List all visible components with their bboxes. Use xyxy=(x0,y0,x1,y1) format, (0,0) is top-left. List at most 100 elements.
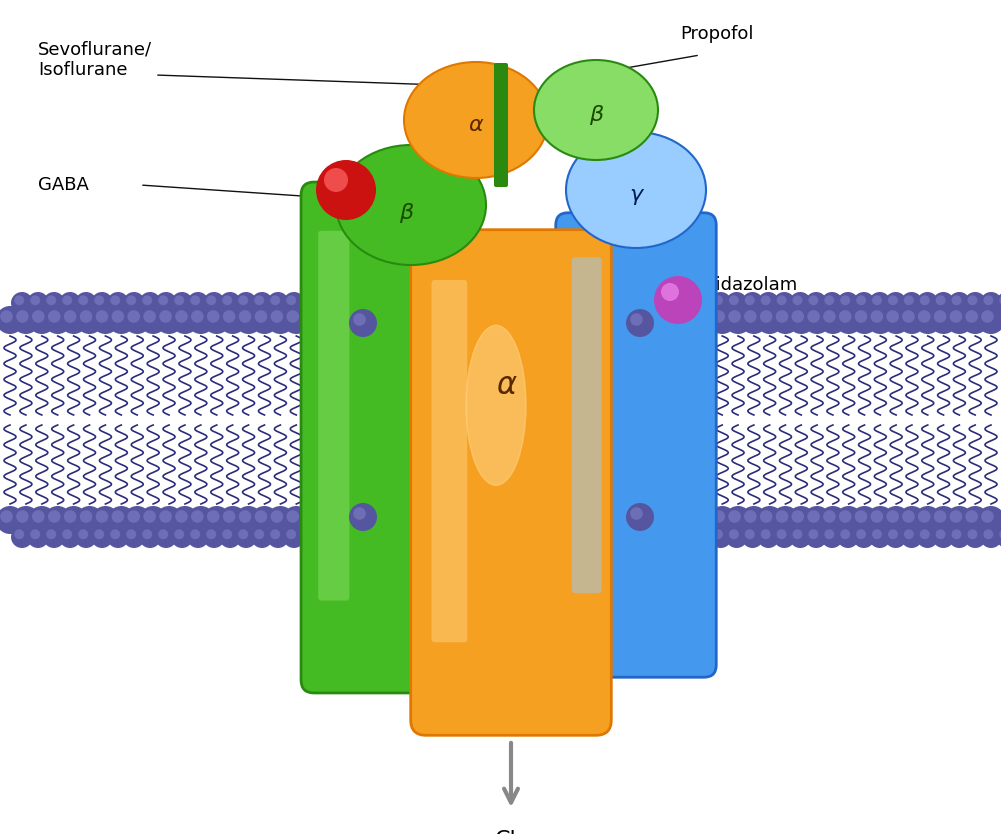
Circle shape xyxy=(932,526,954,548)
Circle shape xyxy=(282,306,310,334)
Text: Midazolam: Midazolam xyxy=(700,276,797,294)
Circle shape xyxy=(885,292,907,314)
Circle shape xyxy=(350,295,360,305)
Circle shape xyxy=(75,306,103,334)
Circle shape xyxy=(726,526,748,548)
Circle shape xyxy=(740,506,768,534)
Circle shape xyxy=(330,306,358,334)
Circle shape xyxy=(238,530,248,540)
Circle shape xyxy=(837,526,859,548)
Circle shape xyxy=(661,506,689,534)
Circle shape xyxy=(742,526,764,548)
Circle shape xyxy=(697,510,710,523)
Circle shape xyxy=(187,506,215,534)
Circle shape xyxy=(901,292,923,314)
Circle shape xyxy=(12,506,40,534)
Circle shape xyxy=(851,506,879,534)
Circle shape xyxy=(16,310,29,323)
Circle shape xyxy=(143,310,156,323)
Circle shape xyxy=(839,310,852,323)
Circle shape xyxy=(645,506,673,534)
Circle shape xyxy=(143,510,156,523)
Circle shape xyxy=(855,310,867,323)
Circle shape xyxy=(298,506,326,534)
Circle shape xyxy=(945,306,973,334)
Circle shape xyxy=(821,526,843,548)
Circle shape xyxy=(203,306,231,334)
Circle shape xyxy=(286,295,296,305)
Circle shape xyxy=(851,306,879,334)
Text: β: β xyxy=(589,105,604,125)
Circle shape xyxy=(934,310,946,323)
Circle shape xyxy=(677,506,705,534)
Circle shape xyxy=(349,309,377,337)
Circle shape xyxy=(171,306,199,334)
Circle shape xyxy=(661,306,689,334)
Circle shape xyxy=(930,306,958,334)
Circle shape xyxy=(59,292,81,314)
FancyBboxPatch shape xyxy=(410,229,612,736)
Circle shape xyxy=(886,510,899,523)
Circle shape xyxy=(835,306,863,334)
Circle shape xyxy=(302,510,315,523)
Circle shape xyxy=(235,292,257,314)
Circle shape xyxy=(825,530,834,540)
Circle shape xyxy=(809,530,819,540)
Circle shape xyxy=(171,292,193,314)
Circle shape xyxy=(254,510,267,523)
Circle shape xyxy=(270,295,280,305)
Circle shape xyxy=(793,295,803,305)
Circle shape xyxy=(999,295,1001,305)
Circle shape xyxy=(980,292,1001,314)
Circle shape xyxy=(155,292,177,314)
Circle shape xyxy=(917,526,939,548)
Circle shape xyxy=(222,530,232,540)
Circle shape xyxy=(898,506,926,534)
Circle shape xyxy=(270,310,283,323)
Circle shape xyxy=(902,510,915,523)
Circle shape xyxy=(729,530,739,540)
Circle shape xyxy=(330,506,358,534)
Circle shape xyxy=(805,292,827,314)
Circle shape xyxy=(914,306,942,334)
Circle shape xyxy=(682,530,691,540)
Circle shape xyxy=(981,510,994,523)
Circle shape xyxy=(961,306,989,334)
FancyBboxPatch shape xyxy=(556,213,717,677)
Circle shape xyxy=(776,510,788,523)
Circle shape xyxy=(91,292,113,314)
Circle shape xyxy=(677,306,705,334)
Circle shape xyxy=(299,526,321,548)
Circle shape xyxy=(853,292,875,314)
Ellipse shape xyxy=(466,325,526,485)
Circle shape xyxy=(235,526,257,548)
Circle shape xyxy=(914,506,942,534)
Circle shape xyxy=(207,510,219,523)
Circle shape xyxy=(187,306,215,334)
Circle shape xyxy=(793,530,803,540)
Circle shape xyxy=(110,295,120,305)
Circle shape xyxy=(158,530,168,540)
Circle shape xyxy=(936,530,946,540)
Circle shape xyxy=(710,526,732,548)
Circle shape xyxy=(724,506,752,534)
Circle shape xyxy=(155,526,177,548)
Circle shape xyxy=(888,530,898,540)
Circle shape xyxy=(774,292,796,314)
Circle shape xyxy=(709,506,737,534)
Circle shape xyxy=(60,306,88,334)
Circle shape xyxy=(697,295,707,305)
Circle shape xyxy=(44,506,72,534)
Circle shape xyxy=(239,310,251,323)
Circle shape xyxy=(251,526,273,548)
Circle shape xyxy=(139,292,161,314)
Circle shape xyxy=(334,530,344,540)
Circle shape xyxy=(792,510,804,523)
Circle shape xyxy=(32,310,45,323)
Circle shape xyxy=(681,310,694,323)
Circle shape xyxy=(758,292,780,314)
Circle shape xyxy=(803,306,831,334)
Circle shape xyxy=(789,526,811,548)
Circle shape xyxy=(853,526,875,548)
Circle shape xyxy=(64,510,76,523)
